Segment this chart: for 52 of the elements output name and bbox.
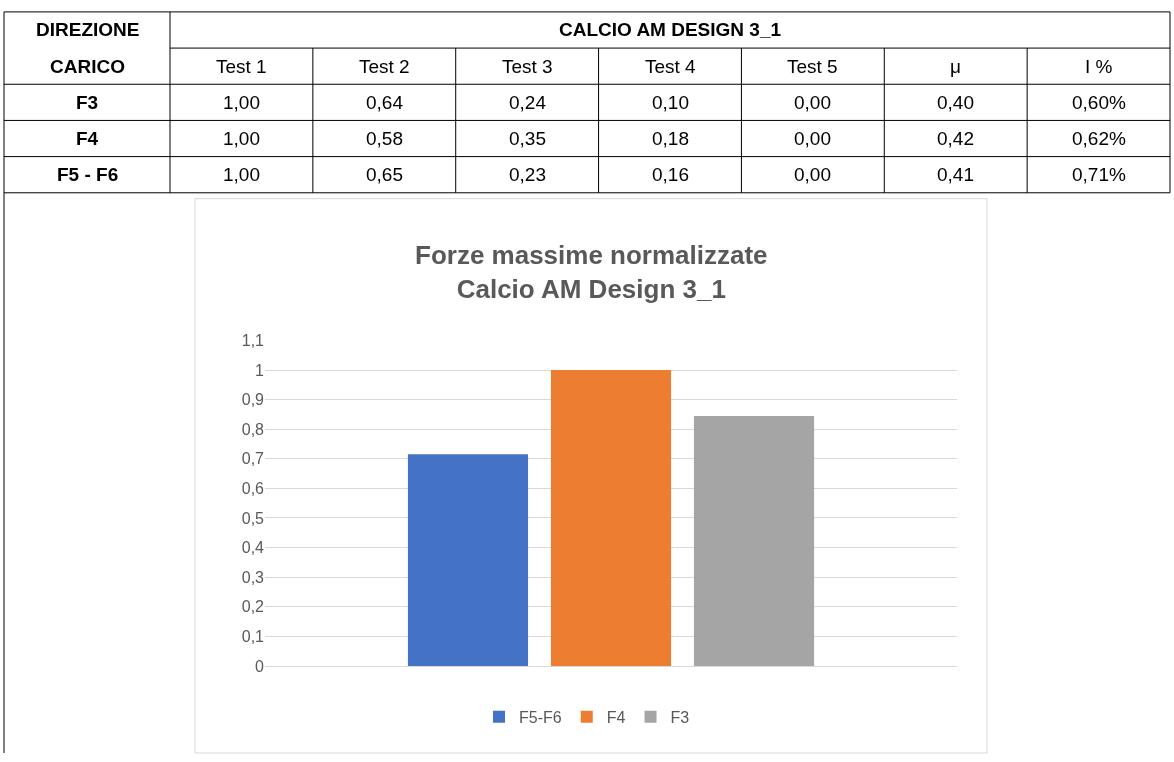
text: 0,10 (652, 92, 689, 113)
text: 1,00 (223, 92, 260, 113)
chart-title: Forze massime normalizzate Calcio AM Design 3_1 (415, 240, 768, 304)
y-tick-label: 0,8 (241, 420, 265, 438)
text: 0,71% (1072, 164, 1126, 185)
bar (693, 415, 815, 666)
text: 0,65 (366, 164, 403, 185)
y-tick-label: 0,7 (241, 450, 265, 468)
category-label: Test 4 (645, 56, 697, 77)
category-label: F5 - F6 (57, 164, 119, 185)
text: 0,24 (509, 92, 546, 113)
text: 0,64 (366, 92, 403, 113)
text: 0,18 (652, 128, 689, 149)
category-label: I % (1085, 56, 1113, 77)
category-label: μ (950, 56, 961, 77)
y-tick-label: 0,4 (241, 539, 265, 557)
category-label: F3 (76, 92, 99, 113)
y-tick-label: 1,1 (241, 332, 265, 350)
category-label: F4 (76, 128, 99, 149)
text: 0,42 (937, 128, 974, 149)
text: 0,40 (937, 92, 974, 113)
text: 0,23 (509, 164, 546, 185)
bar (407, 454, 529, 666)
y-tick-label: 0,3 (241, 568, 265, 586)
y-tick-label: 0,1 (241, 627, 265, 645)
text: 0,00 (794, 92, 831, 113)
text: CALCIO AM DESIGN 3_1 (559, 19, 782, 40)
y-tick-label: 1 (255, 361, 265, 379)
y-tick-label: 0 (255, 657, 265, 675)
text: 0,00 (794, 128, 831, 149)
text: 0,00 (794, 164, 831, 185)
text: 0,16 (652, 164, 689, 185)
text: DIREZIONE CARICO (36, 19, 140, 77)
text: 1,00 (223, 128, 260, 149)
legend-label: F3 (670, 708, 690, 726)
y-tick-label: 0,6 (241, 480, 265, 497)
y-tick-label: 0,2 (241, 598, 265, 616)
text: 0,35 (509, 128, 546, 149)
legend-label: F4 (606, 708, 626, 726)
text: 0,58 (366, 128, 403, 149)
text: 0,62% (1072, 128, 1126, 149)
category-label: Test 3 (502, 56, 553, 77)
category-label: Test 2 (359, 56, 410, 77)
text: 0,60% (1072, 92, 1126, 113)
legend-label: F5-F6 (519, 708, 562, 726)
text: 0,41 (937, 164, 974, 185)
y-tick-label: 0,5 (241, 509, 265, 527)
y-tick-label: 0,9 (241, 391, 265, 409)
category-label: Test 1 (216, 56, 267, 77)
text: 1,00 (223, 164, 260, 185)
category-label: Test 5 (787, 56, 838, 77)
bar (550, 370, 672, 666)
